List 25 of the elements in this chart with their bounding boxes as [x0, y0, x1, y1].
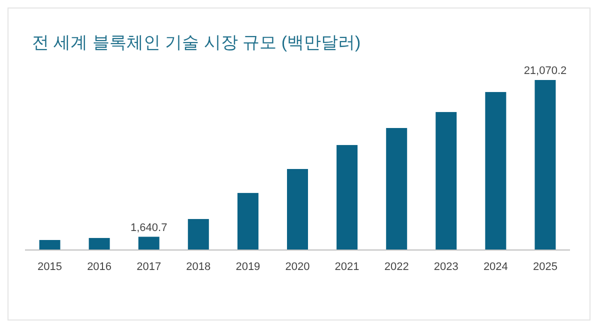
x-tick-label: 2025 [532, 261, 558, 273]
x-tick-label: 2016 [87, 261, 112, 273]
bar [386, 128, 408, 250]
x-tick-label: 2019 [236, 261, 260, 273]
x-tick-label: 2018 [186, 261, 211, 273]
bar [436, 112, 457, 250]
x-tick-label: 2020 [285, 261, 310, 273]
x-tick-label: 2023 [434, 261, 458, 273]
bar [485, 92, 506, 250]
data-label: 21,070.2 [524, 65, 567, 77]
bar [138, 236, 160, 250]
chart-title: 전 세계 블록체인 기술 시장 규모 (백만달러) [32, 33, 361, 52]
x-tick-label: 2017 [136, 261, 162, 273]
x-tick-label: 2021 [334, 261, 360, 273]
bar [88, 238, 110, 250]
bar [287, 168, 308, 250]
x-tick-label: 2024 [483, 261, 508, 273]
bar [188, 219, 209, 250]
bar [534, 80, 556, 250]
bar [237, 192, 258, 250]
bar [336, 145, 358, 250]
x-tick-label: 2015 [38, 261, 62, 273]
data-label: 1,640.7 [130, 222, 168, 234]
bar [39, 240, 60, 250]
x-tick-label: 2022 [384, 261, 409, 273]
